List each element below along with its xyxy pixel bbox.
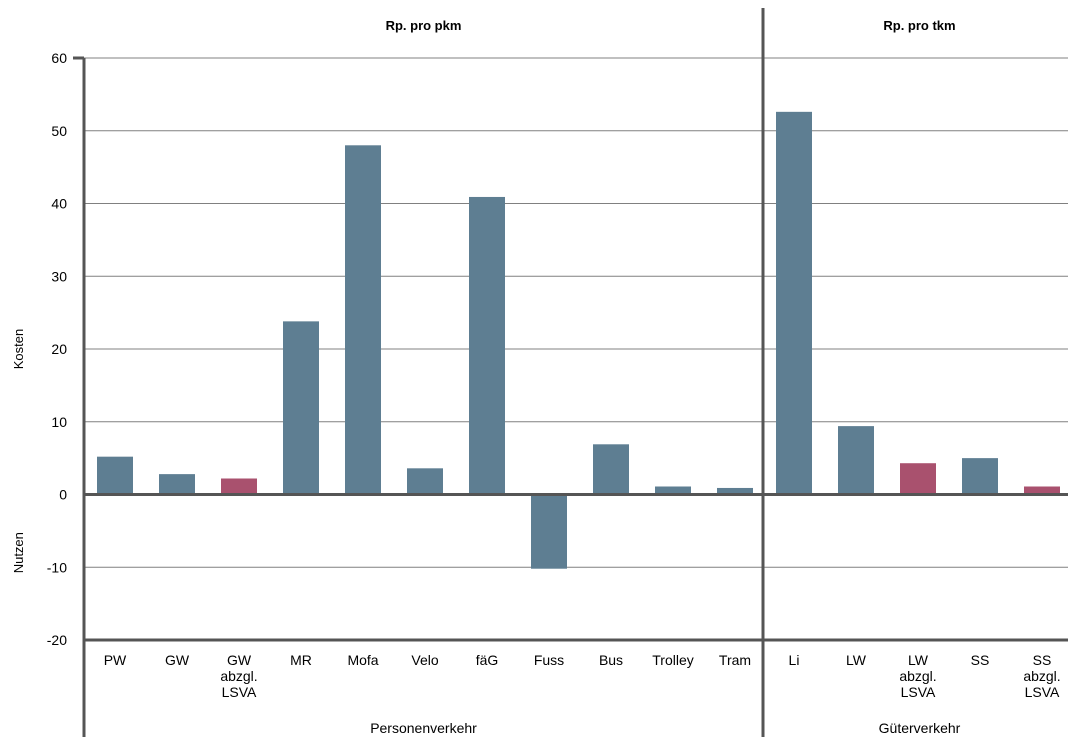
category-label: Fuss: [534, 652, 564, 668]
bar-tram: [717, 487, 753, 495]
y-label-kosten: Kosten: [11, 329, 26, 369]
y-tick-label: 0: [59, 487, 67, 503]
y-tick-label: 50: [51, 123, 67, 139]
category-label: Trolley: [652, 652, 694, 668]
y-tick-labels: 60 50 40 30 20 10 0 -10 -20: [47, 50, 67, 648]
category-label: LSVA: [1025, 684, 1060, 700]
bar-ss-abzgl-lsva: [1024, 486, 1060, 495]
category-label: MR: [290, 652, 312, 668]
bar-gw: [159, 474, 195, 495]
category-label: Li: [789, 652, 800, 668]
y-tick-label: -10: [47, 559, 67, 575]
y-tick-label: 40: [51, 196, 67, 212]
category-label: GW: [227, 652, 252, 668]
bar-trolley: [655, 486, 691, 495]
y-tick-label: 10: [51, 414, 67, 430]
group-title-personenverkehr: Rp. pro pkm: [386, 18, 462, 33]
category-label: fäG: [476, 652, 499, 668]
y-tick-label: -20: [47, 632, 67, 648]
bar-gw-abzgl-lsva: [221, 478, 257, 495]
category-label: SS: [971, 652, 990, 668]
category-label: Bus: [599, 652, 623, 668]
group-label-gueterverkehr: Güterverkehr: [879, 720, 961, 736]
category-label: abzgl.: [1023, 668, 1060, 684]
group-title-gueterverkehr: Rp. pro tkm: [883, 18, 955, 33]
bar-mr: [283, 321, 319, 495]
category-label: LW: [908, 652, 929, 668]
category-label: Velo: [411, 652, 438, 668]
y-axis-labels: Kosten Nutzen: [11, 329, 26, 574]
category-label: LSVA: [901, 684, 936, 700]
category-label: PW: [104, 652, 127, 668]
category-label: Tram: [719, 652, 751, 668]
axes: [73, 8, 1068, 737]
bar-lw: [838, 426, 874, 495]
bar-velo: [407, 468, 443, 495]
bar-fuss: [531, 494, 567, 569]
category-label: SS: [1033, 652, 1052, 668]
bar-ss: [962, 458, 998, 495]
y-tick-label: 20: [51, 341, 67, 357]
bar-pw: [97, 456, 133, 495]
bar-li: [776, 111, 812, 495]
category-label: Mofa: [347, 652, 378, 668]
y-tick-label: 30: [51, 268, 67, 284]
bar-bus: [593, 444, 629, 495]
bar-fäg: [469, 196, 505, 495]
group-label-personenverkehr: Personenverkehr: [370, 720, 477, 736]
bar-lw-abzgl-lsva: [900, 463, 936, 495]
category-label: LSVA: [222, 684, 257, 700]
bar-mofa: [345, 145, 381, 495]
category-label: abzgl.: [220, 668, 257, 684]
group-titles: Rp. pro pkm Rp. pro tkm Personenverkehr …: [370, 18, 960, 736]
gridlines: [84, 57, 1068, 568]
y-tick-label: 60: [51, 50, 67, 66]
y-label-nutzen: Nutzen: [11, 532, 26, 573]
category-label: abzgl.: [899, 668, 936, 684]
category-label: LW: [846, 652, 867, 668]
bars: [97, 111, 1060, 569]
category-label: GW: [165, 652, 190, 668]
